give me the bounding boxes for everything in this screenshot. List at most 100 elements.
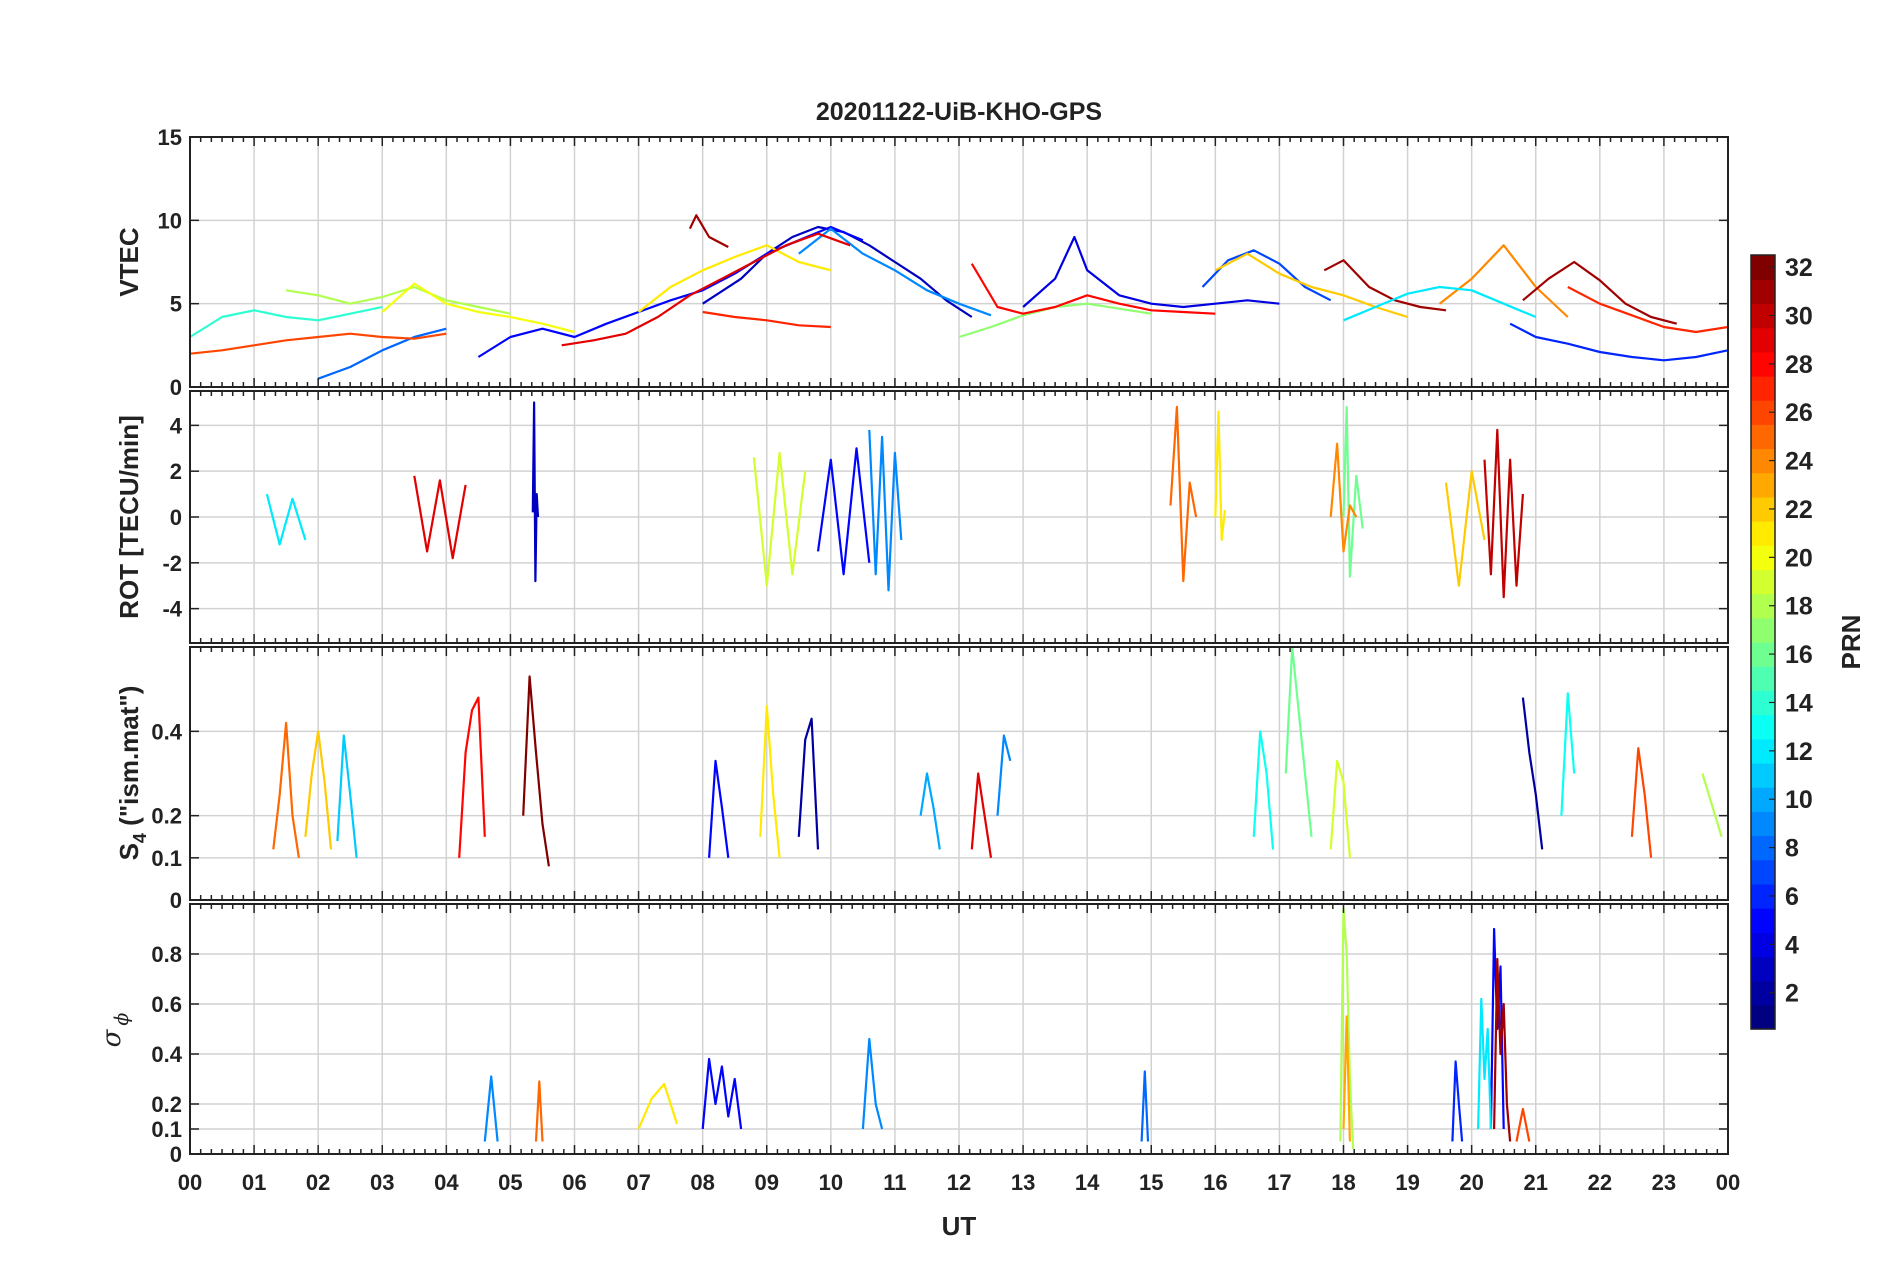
series-line-prn-26	[1630, 747, 1653, 858]
series-line-prn-22	[1444, 470, 1486, 587]
y-tick-label: 0	[170, 505, 182, 530]
colorbar-tick-label: 14	[1785, 689, 1813, 717]
series-line-prn-17	[958, 302, 1152, 339]
series-line-prn-21	[759, 704, 781, 858]
series-line-prn-24	[1438, 244, 1569, 318]
ylabel-s4: S4 ("ism.mat")	[114, 686, 150, 861]
series-line-prn-5	[701, 1057, 743, 1130]
x-tick-label: 03	[370, 1170, 394, 1195]
x-tick-label: 12	[947, 1170, 971, 1195]
series-line-prn-19	[1329, 759, 1351, 858]
series-line-prn-23	[1342, 1015, 1351, 1142]
grid-sigma-phi	[190, 904, 1728, 1154]
series-line-prn-5	[477, 225, 864, 358]
series-line-prn-12	[1477, 997, 1492, 1130]
x-tick-label: 00	[1716, 1170, 1740, 1195]
colorbar-swatch	[1751, 279, 1775, 304]
series-line-prn-5	[816, 447, 871, 576]
colorbar-swatch	[1751, 811, 1775, 837]
frame-vtec	[189, 136, 1729, 388]
ylabel-sigma-phi: σϕ	[97, 1013, 133, 1048]
grid-vtec	[190, 137, 1728, 387]
series-line-prn-9	[996, 734, 1012, 816]
y-tick-label: 0.1	[151, 1117, 182, 1142]
series-line-prn-21	[1214, 410, 1226, 542]
series-line-prn-26	[190, 332, 447, 355]
series-line-prn-25	[272, 721, 300, 858]
colorbar-swatch	[1751, 617, 1775, 643]
series-line-prn-19	[752, 451, 807, 587]
series-line-prn-8	[1140, 1070, 1150, 1142]
series-line-prn-6	[1451, 1060, 1464, 1142]
ylabel-vtec: VTEC	[114, 227, 144, 297]
y-tick-label: 0.2	[151, 1092, 182, 1117]
series-rot	[265, 401, 1524, 599]
series-line-prn-25	[534, 1080, 544, 1142]
x-tick-label: 13	[1011, 1170, 1035, 1195]
y-tick-label: 5	[170, 292, 182, 317]
x-tick-label: 07	[626, 1170, 650, 1195]
colorbar-tick-label: 16	[1785, 641, 1813, 669]
x-axis-label: UT	[942, 1211, 977, 1241]
series-line-prn-3	[531, 401, 540, 583]
series-s4	[272, 647, 1723, 867]
series-line-prn-7	[1201, 249, 1332, 302]
series-line-prn-27	[1567, 286, 1728, 334]
colorbar-tick-label: 6	[1785, 883, 1799, 911]
x-tick-label: 19	[1395, 1170, 1419, 1195]
colorbar-frame	[1750, 254, 1776, 1030]
grid-s4	[190, 647, 1728, 900]
x-tick-label: 23	[1652, 1170, 1676, 1195]
y-tick-label: 15	[158, 125, 182, 150]
y-tick-label: 0.2	[151, 804, 182, 829]
ticks-vtec: 0 5 10 15	[158, 125, 1729, 400]
colorbar-swatch	[1751, 859, 1775, 885]
x-tick-label: 05	[498, 1170, 522, 1195]
series-line-prn-11	[336, 734, 358, 858]
y-tick-label: 0.8	[151, 942, 182, 967]
colorbar-tick-label: 32	[1785, 254, 1813, 282]
x-tick-label: 21	[1524, 1170, 1548, 1195]
x-tick-label: 00	[178, 1170, 202, 1195]
series-line-prn-18	[1701, 773, 1723, 838]
x-tick-label: 17	[1267, 1170, 1291, 1195]
series-line-prn-31	[1323, 259, 1447, 312]
panel-rot: -4 -2 0 2 4 ROT [TECU/min]	[114, 390, 1729, 644]
colorbar-tick-label: 26	[1785, 399, 1813, 427]
panel-s4: 0 0.1 0.2 0.4 S4 ("ism.mat")	[114, 646, 1729, 913]
x-tick-label: 09	[755, 1170, 779, 1195]
series-line-prn-10	[919, 772, 941, 850]
frame-s4	[189, 646, 1729, 901]
colorbar-swatch	[1751, 521, 1775, 546]
series-line-prn-13	[1560, 692, 1576, 816]
y-tick-label: 0	[170, 888, 182, 913]
colorbar-tick-label: 8	[1785, 835, 1799, 863]
series-line-prn-28	[970, 263, 1216, 315]
colorbar-swatch	[1751, 956, 1775, 982]
frame-sigma-phi	[189, 903, 1729, 1155]
colorbar-tick-label: 30	[1785, 302, 1813, 330]
series-line-prn-31	[688, 214, 729, 248]
x-tick-labels: 00 01 02 03 04 05 06 07 08 09 10 11 12 13 14 15 16 17 18 19…	[178, 1170, 1740, 1195]
colorbar-swatch	[1751, 472, 1775, 498]
colorbar-swatch	[1751, 714, 1775, 740]
colorbar-tick-label: 24	[1785, 448, 1813, 476]
x-tick-label: 02	[306, 1170, 330, 1195]
series-line-prn-14	[190, 305, 383, 338]
x-tick-label: 20	[1459, 1170, 1483, 1195]
x-tick-label: 16	[1203, 1170, 1227, 1195]
series-line-prn-4	[1022, 235, 1280, 309]
y-tick-label: 4	[170, 413, 183, 438]
colorbar-tick-label: 28	[1785, 351, 1813, 379]
series-line-prn-21	[637, 1082, 679, 1130]
series-line-prn-20	[381, 282, 575, 334]
series-line-prn-16	[1284, 647, 1313, 837]
x-tick-label: 08	[690, 1170, 714, 1195]
series-line-prn-29	[970, 772, 993, 858]
series-line-prn-18	[285, 285, 511, 315]
y-tick-label: 0.4	[151, 719, 182, 744]
